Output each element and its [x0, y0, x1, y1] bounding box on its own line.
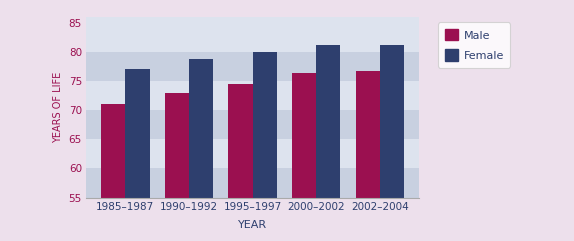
Legend: Male, Female: Male, Female — [438, 22, 510, 67]
Bar — [292, 74, 316, 241]
Bar — [228, 84, 253, 241]
Bar — [101, 104, 125, 241]
Bar — [86, 110, 419, 139]
Bar — [125, 69, 150, 241]
Bar — [165, 93, 189, 241]
Bar — [86, 168, 419, 198]
Bar — [316, 46, 340, 241]
Y-axis label: YEARS OF LIFE: YEARS OF LIFE — [53, 72, 63, 143]
Bar — [86, 52, 419, 81]
Bar — [189, 59, 213, 241]
X-axis label: YEAR: YEAR — [238, 220, 267, 230]
Bar — [253, 53, 277, 241]
Bar — [355, 71, 380, 241]
Bar — [86, 81, 419, 110]
Bar — [86, 23, 419, 52]
Bar — [380, 45, 404, 241]
Bar — [86, 139, 419, 168]
